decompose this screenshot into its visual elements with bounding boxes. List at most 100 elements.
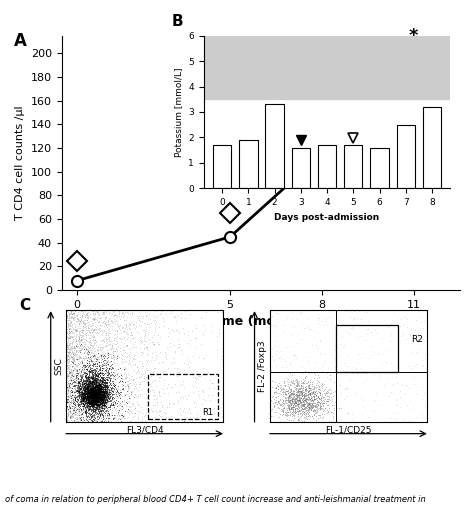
Point <box>98 410 106 418</box>
Point <box>72 365 79 374</box>
Point <box>143 409 150 417</box>
Point <box>293 397 301 405</box>
Point <box>85 361 93 370</box>
Point <box>91 382 99 390</box>
Point <box>102 321 109 329</box>
Point <box>85 393 93 401</box>
Point <box>271 399 279 407</box>
Point <box>295 394 303 402</box>
Point <box>186 341 194 349</box>
Point <box>75 346 83 354</box>
Point <box>98 343 105 351</box>
Point <box>97 381 104 389</box>
Point <box>401 390 408 398</box>
Point <box>101 377 109 385</box>
Point <box>71 389 78 397</box>
Point <box>94 401 102 409</box>
Point <box>123 342 130 350</box>
Point <box>298 389 306 397</box>
Point <box>100 387 107 395</box>
Point <box>70 309 78 317</box>
Point <box>137 351 145 359</box>
Point <box>106 345 113 353</box>
Point <box>120 366 128 374</box>
Point <box>98 385 106 393</box>
Point <box>69 325 77 333</box>
Point <box>291 401 299 409</box>
Point <box>91 409 99 417</box>
Point <box>97 388 105 396</box>
Point <box>79 373 86 381</box>
Point <box>108 387 116 395</box>
Point <box>83 361 91 369</box>
Point <box>108 397 115 405</box>
Point <box>294 387 301 395</box>
Point <box>300 388 308 397</box>
Bar <box>370 148 389 188</box>
Point <box>83 398 91 406</box>
Point <box>90 394 97 402</box>
Point <box>91 365 98 374</box>
Point <box>86 380 94 388</box>
Point <box>90 395 98 404</box>
Point <box>113 354 120 362</box>
Point <box>104 383 111 391</box>
Point <box>73 379 81 387</box>
Point <box>275 413 283 421</box>
Point <box>75 387 83 395</box>
Point <box>97 380 104 388</box>
Point <box>86 377 94 385</box>
Point <box>95 370 102 378</box>
Point <box>78 373 85 381</box>
Point <box>79 385 87 393</box>
Point <box>89 406 97 414</box>
Point <box>84 343 92 351</box>
Point <box>110 336 118 344</box>
Point <box>88 363 96 372</box>
Point <box>91 401 98 409</box>
Point <box>143 312 150 320</box>
Point <box>100 393 108 402</box>
Point <box>75 387 83 395</box>
Point <box>219 341 227 349</box>
Point <box>117 328 125 336</box>
Point <box>290 390 297 398</box>
Point <box>113 370 121 378</box>
Point <box>87 345 94 353</box>
Point <box>78 335 85 344</box>
Point <box>91 396 99 404</box>
Point <box>89 387 97 395</box>
Point <box>98 369 106 377</box>
Point <box>219 382 227 390</box>
Point <box>287 380 294 388</box>
Point <box>82 330 89 338</box>
Point <box>179 407 186 415</box>
Point <box>300 408 308 416</box>
Point <box>303 395 310 403</box>
Point <box>85 368 93 376</box>
Point <box>68 307 75 316</box>
Point <box>99 326 106 334</box>
Point <box>119 378 127 386</box>
Point <box>64 396 71 404</box>
Point <box>74 383 82 391</box>
Point <box>92 381 100 389</box>
Point <box>91 377 99 385</box>
Point <box>168 383 175 391</box>
Point <box>191 334 199 342</box>
Point <box>290 406 297 414</box>
Point <box>82 414 90 422</box>
Point <box>93 358 100 366</box>
Point <box>126 348 133 356</box>
Point <box>94 395 101 403</box>
Point <box>106 383 113 391</box>
Point <box>83 350 91 358</box>
Point <box>216 329 223 337</box>
Point <box>95 383 102 391</box>
Point <box>85 403 93 411</box>
Point <box>64 350 72 358</box>
Point <box>85 410 93 418</box>
Point <box>73 383 81 391</box>
Point <box>92 377 100 385</box>
Point <box>87 390 94 399</box>
